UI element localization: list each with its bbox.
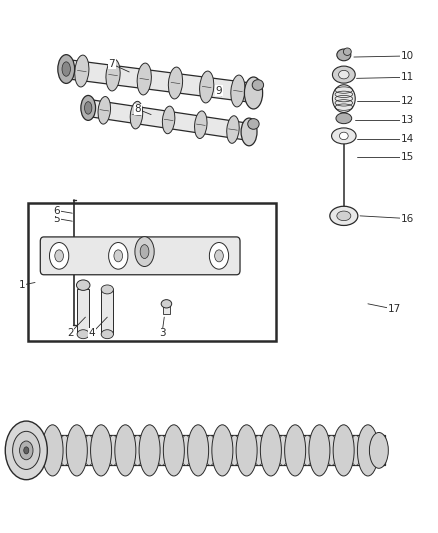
Text: 12: 12 bbox=[401, 96, 414, 106]
Text: 10: 10 bbox=[401, 51, 414, 61]
Ellipse shape bbox=[83, 435, 95, 465]
Ellipse shape bbox=[332, 128, 356, 144]
Ellipse shape bbox=[75, 55, 89, 87]
Ellipse shape bbox=[369, 432, 389, 469]
Ellipse shape bbox=[180, 435, 192, 465]
Ellipse shape bbox=[115, 425, 136, 476]
Ellipse shape bbox=[109, 243, 128, 269]
Text: 7: 7 bbox=[108, 59, 115, 69]
Ellipse shape bbox=[332, 85, 355, 112]
Ellipse shape bbox=[244, 77, 263, 109]
Ellipse shape bbox=[330, 206, 358, 225]
Ellipse shape bbox=[130, 101, 143, 129]
Text: 17: 17 bbox=[388, 304, 401, 314]
Ellipse shape bbox=[252, 79, 264, 90]
Text: 14: 14 bbox=[401, 134, 414, 143]
Ellipse shape bbox=[107, 435, 119, 465]
FancyBboxPatch shape bbox=[40, 237, 240, 275]
Text: 2: 2 bbox=[67, 328, 74, 338]
Ellipse shape bbox=[42, 425, 63, 476]
Bar bbox=[163, 304, 170, 314]
Ellipse shape bbox=[215, 250, 223, 262]
Ellipse shape bbox=[156, 435, 167, 465]
Ellipse shape bbox=[333, 425, 354, 476]
Ellipse shape bbox=[357, 425, 378, 476]
Ellipse shape bbox=[260, 425, 281, 476]
Ellipse shape bbox=[162, 106, 175, 134]
Text: 8: 8 bbox=[134, 104, 141, 114]
Text: 6: 6 bbox=[53, 206, 60, 215]
Text: 5: 5 bbox=[53, 214, 60, 223]
Polygon shape bbox=[65, 60, 254, 102]
Ellipse shape bbox=[91, 425, 112, 476]
Ellipse shape bbox=[332, 66, 355, 83]
Ellipse shape bbox=[24, 447, 29, 454]
Ellipse shape bbox=[205, 435, 216, 465]
Ellipse shape bbox=[5, 421, 47, 480]
Ellipse shape bbox=[209, 243, 229, 269]
Ellipse shape bbox=[339, 70, 349, 79]
Ellipse shape bbox=[227, 116, 239, 143]
Bar bbox=[77, 289, 89, 334]
Ellipse shape bbox=[135, 237, 154, 266]
Ellipse shape bbox=[194, 111, 207, 139]
Ellipse shape bbox=[241, 118, 257, 146]
Ellipse shape bbox=[253, 435, 265, 465]
Text: 1: 1 bbox=[18, 280, 25, 290]
Ellipse shape bbox=[140, 245, 149, 259]
Ellipse shape bbox=[85, 102, 92, 114]
Ellipse shape bbox=[337, 211, 351, 221]
Ellipse shape bbox=[350, 435, 362, 465]
Ellipse shape bbox=[339, 132, 348, 140]
Ellipse shape bbox=[139, 425, 160, 476]
Bar bbox=[101, 289, 113, 334]
Ellipse shape bbox=[132, 435, 143, 465]
Ellipse shape bbox=[77, 330, 89, 338]
Text: 15: 15 bbox=[401, 152, 414, 162]
Ellipse shape bbox=[187, 425, 208, 476]
Ellipse shape bbox=[336, 113, 352, 124]
Ellipse shape bbox=[161, 300, 172, 308]
Bar bbox=[31, 435, 385, 465]
Ellipse shape bbox=[59, 435, 71, 465]
Ellipse shape bbox=[81, 95, 95, 120]
Ellipse shape bbox=[309, 425, 330, 476]
Text: 9: 9 bbox=[215, 86, 223, 95]
Text: 11: 11 bbox=[401, 72, 414, 82]
Ellipse shape bbox=[101, 285, 113, 294]
Ellipse shape bbox=[248, 119, 259, 130]
Ellipse shape bbox=[326, 435, 337, 465]
Ellipse shape bbox=[337, 49, 351, 61]
Ellipse shape bbox=[301, 435, 313, 465]
Text: 13: 13 bbox=[401, 115, 414, 125]
Ellipse shape bbox=[137, 63, 152, 95]
Ellipse shape bbox=[168, 67, 183, 99]
Ellipse shape bbox=[200, 71, 214, 103]
Ellipse shape bbox=[55, 250, 64, 262]
Ellipse shape bbox=[277, 435, 289, 465]
Ellipse shape bbox=[20, 441, 33, 460]
Ellipse shape bbox=[114, 250, 123, 262]
Ellipse shape bbox=[98, 96, 110, 124]
Text: 16: 16 bbox=[401, 214, 414, 223]
Ellipse shape bbox=[343, 48, 351, 55]
Text: 4: 4 bbox=[88, 328, 95, 338]
Text: 3: 3 bbox=[159, 328, 166, 338]
Ellipse shape bbox=[101, 330, 113, 338]
Ellipse shape bbox=[231, 75, 245, 107]
Ellipse shape bbox=[106, 59, 120, 91]
Ellipse shape bbox=[13, 431, 40, 470]
Ellipse shape bbox=[212, 425, 233, 476]
Ellipse shape bbox=[49, 243, 69, 269]
Ellipse shape bbox=[77, 280, 90, 290]
Ellipse shape bbox=[163, 425, 184, 476]
Ellipse shape bbox=[66, 425, 87, 476]
Ellipse shape bbox=[229, 435, 240, 465]
Polygon shape bbox=[87, 100, 250, 140]
Bar bbox=[28, 203, 276, 341]
Ellipse shape bbox=[58, 55, 74, 84]
Ellipse shape bbox=[285, 425, 306, 476]
Ellipse shape bbox=[62, 62, 71, 76]
Ellipse shape bbox=[236, 425, 257, 476]
